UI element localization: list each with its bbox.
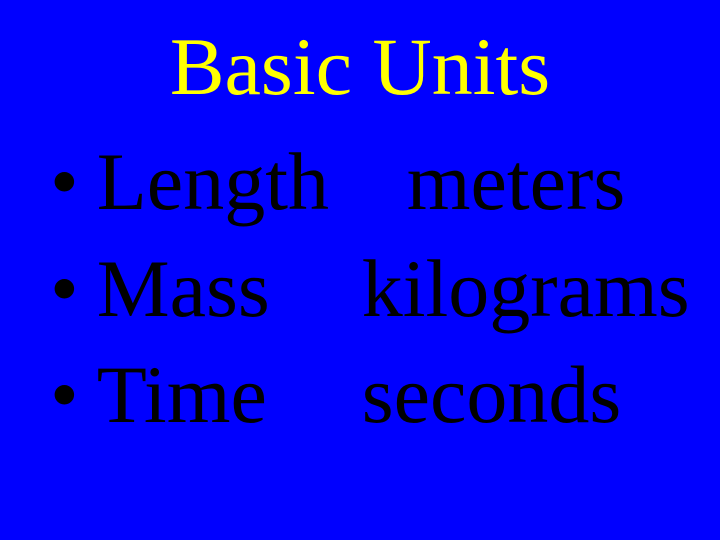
slide-title: Basic Units bbox=[0, 20, 720, 114]
bullet-icon: • bbox=[50, 129, 79, 236]
bullet-list: • Length meters • Mass kilograms • Time … bbox=[0, 129, 720, 449]
list-item: • Mass kilograms bbox=[50, 236, 720, 343]
slide: Basic Units • Length meters • Mass kilog… bbox=[0, 0, 720, 540]
bullet-icon: • bbox=[50, 342, 79, 449]
list-item: • Length meters bbox=[50, 129, 720, 236]
bullet-icon: • bbox=[50, 236, 79, 343]
unit-label: seconds bbox=[362, 342, 622, 449]
list-item: • Time seconds bbox=[50, 342, 720, 449]
unit-label: meters bbox=[407, 129, 626, 236]
quantity-label: Time bbox=[97, 342, 362, 449]
unit-label: kilograms bbox=[362, 236, 690, 343]
quantity-label: Mass bbox=[97, 236, 362, 343]
quantity-label: Length bbox=[97, 129, 407, 236]
